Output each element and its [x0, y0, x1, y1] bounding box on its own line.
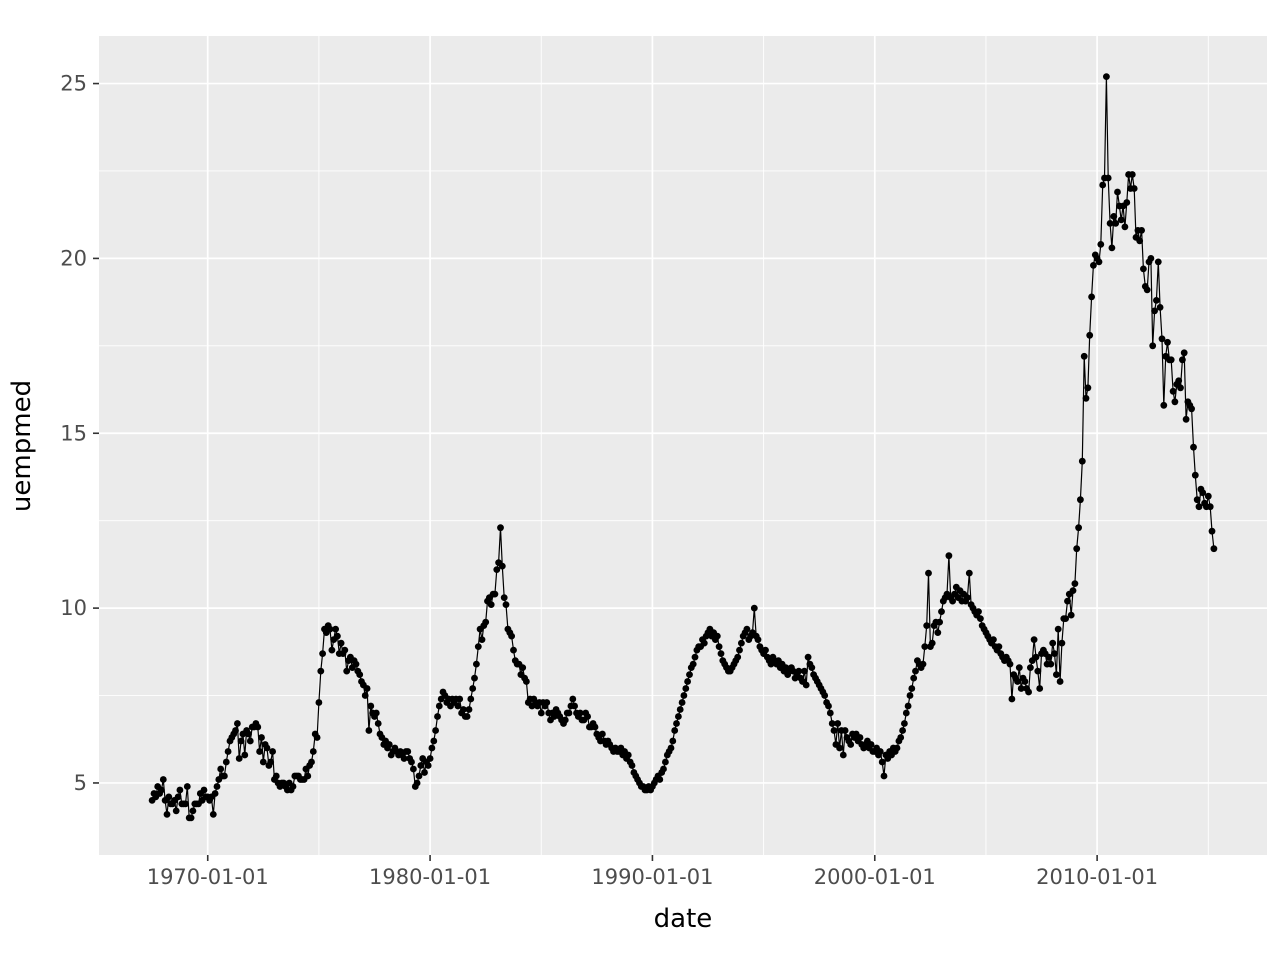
axis-tick-marks [93, 82, 1098, 861]
x-tick-label: 1980-01-01 [369, 865, 491, 889]
axis-tick-labels: 1970-01-01 1980-01-01 1990-01-01 2000-01-01… [60, 72, 1158, 889]
y-axis-title: uempmed [7, 380, 37, 512]
x-tick-label: 1990-01-01 [591, 865, 713, 889]
grid-minor-lines [99, 36, 1267, 855]
grid-major-lines [99, 36, 1267, 855]
y-tick-label: 5 [74, 771, 87, 795]
x-axis-title: date [654, 904, 713, 934]
panel-background [99, 36, 1267, 855]
x-tick-label: 2000-01-01 [814, 865, 936, 889]
x-tick-label: 1970-01-01 [147, 865, 269, 889]
y-tick-label: 10 [60, 596, 87, 620]
series-points [148, 73, 1218, 822]
y-tick-label: 15 [60, 421, 87, 445]
y-tick-label: 25 [60, 72, 87, 96]
x-tick-label: 2010-01-01 [1036, 865, 1158, 889]
y-tick-label: 20 [60, 246, 87, 270]
